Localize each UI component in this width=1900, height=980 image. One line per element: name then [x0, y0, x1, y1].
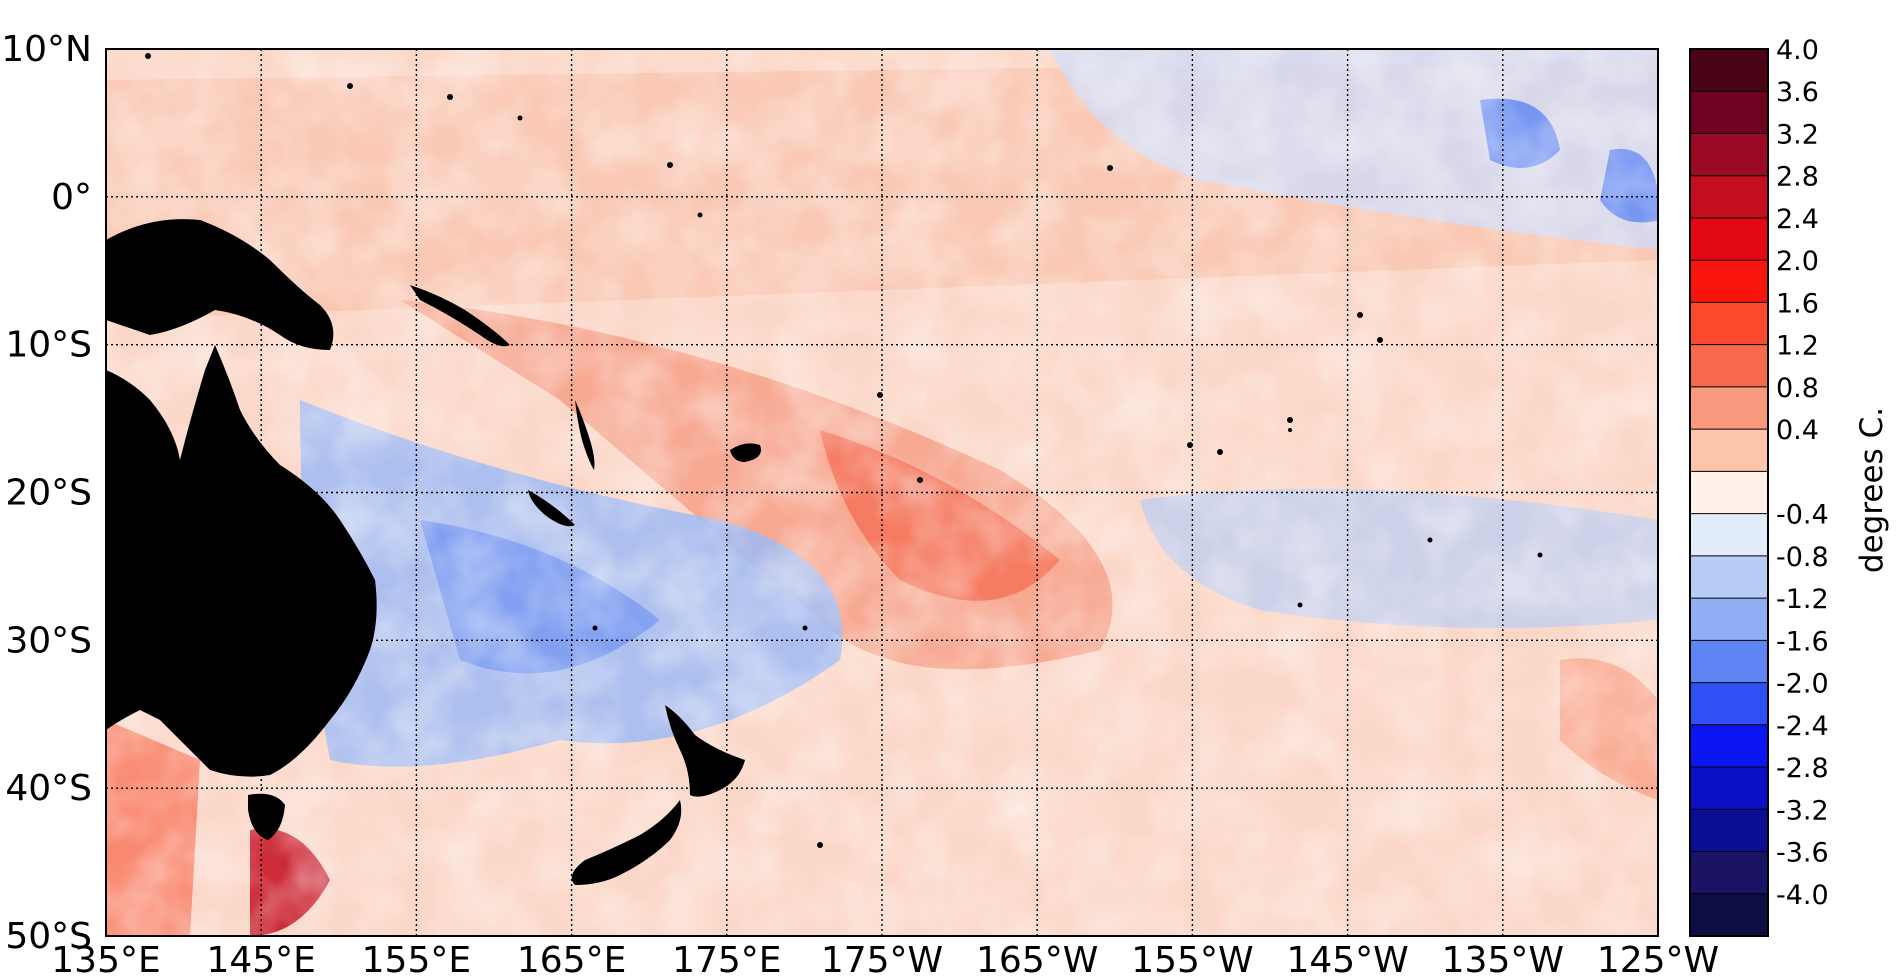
map-frame — [105, 48, 1659, 937]
colorbar-swatch — [1690, 851, 1768, 895]
colorbar-swatch — [1690, 555, 1768, 599]
colorbar-tick-label: 0.4 — [1776, 415, 1819, 446]
colorbar-swatch — [1690, 598, 1768, 641]
colorbar-tick-label: 4.0 — [1776, 35, 1819, 66]
colorbar-tick-label: 2.4 — [1776, 204, 1819, 235]
latitude-label: 20°S — [5, 473, 92, 514]
longitude-label: 165°W — [976, 940, 1098, 980]
colorbar-swatch — [1690, 640, 1768, 684]
fiji-islands — [730, 443, 761, 462]
colorbar-tick-label: -3.2 — [1776, 795, 1829, 826]
colorbar-tick-label: 0.8 — [1776, 373, 1819, 404]
colorbar-tick-label: 2.0 — [1776, 246, 1819, 277]
colorbar-swatch — [1690, 893, 1768, 937]
colorbar-tick-label: 1.2 — [1776, 331, 1819, 362]
colorbar-tick-label: -1.2 — [1776, 584, 1829, 615]
latitude-label: 50°S — [5, 916, 92, 957]
colorbar-tick-label: -4.0 — [1776, 880, 1829, 911]
colorbar-tick-label: -1.6 — [1776, 626, 1829, 657]
colorbar-swatch — [1690, 260, 1768, 303]
colorbar-tick-label: -2.8 — [1776, 753, 1829, 784]
graticule-grid — [106, 49, 1658, 936]
latitude-label: 10°S — [5, 325, 92, 366]
colorbar-tick-label: 1.6 — [1776, 288, 1819, 319]
land-masses — [106, 53, 1543, 885]
latitude-label: 0° — [51, 177, 92, 218]
colorbar-swatch — [1690, 471, 1768, 515]
longitude-labels: 135°E 145°E 155°E 165°E 175°E 175°W 165°W 155°W… — [51, 940, 1719, 980]
latitude-label: 40°S — [5, 768, 92, 809]
colorbar-tick-label: -3.6 — [1776, 838, 1829, 869]
colorbar-swatch — [1690, 344, 1768, 388]
vanuatu-islands — [575, 400, 595, 470]
colorbar-tick-label: 3.2 — [1776, 119, 1819, 150]
longitude-label: 135°W — [1442, 940, 1564, 980]
new-caledonia-island — [528, 490, 575, 527]
colorbar-swatch — [1690, 217, 1768, 261]
colorbar — [1689, 48, 1769, 937]
longitude-label: 155°E — [362, 940, 471, 980]
longitude-label: 165°E — [517, 940, 626, 980]
longitude-label: 175°E — [672, 940, 781, 980]
colorbar-title: degrees C. — [1854, 407, 1890, 573]
colorbar-swatch — [1690, 175, 1768, 219]
colorbar-swatch — [1690, 133, 1768, 177]
colorbar-swatch — [1690, 809, 1768, 853]
colorbar-swatch — [1690, 91, 1768, 134]
colorbar-tick-label: -2.0 — [1776, 669, 1829, 700]
colorbar-tick-label: 3.6 — [1776, 77, 1819, 108]
colorbar-tick-label: -0.8 — [1776, 542, 1829, 573]
colorbar-swatch — [1690, 49, 1768, 92]
longitude-label: 155°W — [1131, 940, 1253, 980]
longitude-label: 145°E — [206, 940, 315, 980]
solomon-islands — [410, 285, 510, 347]
colorbar-frame — [1689, 48, 1769, 937]
longitude-label: 125°W — [1597, 940, 1719, 980]
colorbar-swatch — [1690, 724, 1768, 768]
colorbar-swatch — [1690, 767, 1768, 810]
latitude-label: 10°N — [1, 29, 92, 70]
colorbar-tick-label: 2.8 — [1776, 162, 1819, 193]
colorbar-tick-labels: 4.0 3.6 3.2 2.8 2.4 2.0 1.6 1.2 0.8 0.4 -0.4 -0.8 -1… — [1776, 35, 1829, 911]
longitude-label: 135°E — [51, 940, 160, 980]
colorbar-swatch — [1690, 302, 1768, 346]
colorbar-tick-label: -2.4 — [1776, 711, 1829, 742]
longitude-label: 175°W — [821, 940, 943, 980]
tasmania-landmass — [248, 793, 285, 840]
latitude-labels: 10°N 0° 10°S 20°S 30°S 40°S 50°S — [1, 29, 92, 957]
new-zealand-south-island — [571, 800, 682, 885]
colorbar-swatch — [1690, 513, 1768, 557]
colorbar-tick-label: -0.4 — [1776, 500, 1829, 531]
colorbar-swatch — [1690, 429, 1768, 472]
new-zealand-north-island — [665, 705, 745, 797]
colorbar-swatch — [1690, 386, 1768, 430]
longitude-label: 145°W — [1286, 940, 1408, 980]
australia-landmass — [106, 345, 377, 777]
new-guinea-landmass — [106, 219, 334, 350]
latitude-label: 30°S — [5, 620, 92, 661]
colorbar-swatch — [1690, 682, 1768, 726]
